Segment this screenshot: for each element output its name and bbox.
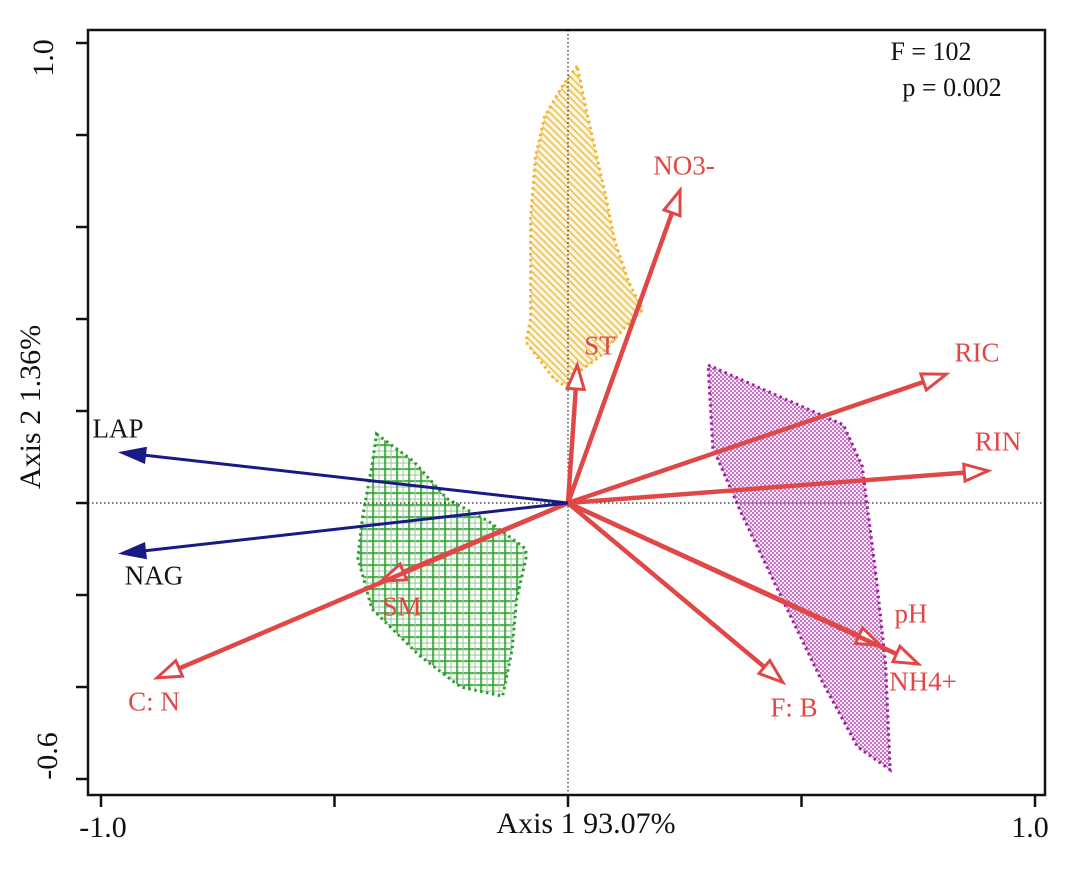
vector-label-st: ST bbox=[584, 330, 616, 361]
vector-label-nag: NAG bbox=[124, 560, 184, 591]
x-tick-label-left: -1.0 bbox=[79, 811, 127, 844]
p-value-text: p = 0.002 bbox=[902, 73, 1002, 102]
y-tick-label-top: 1.0 bbox=[27, 39, 60, 77]
vector-label-lap: LAP bbox=[92, 413, 144, 444]
arrowhead-ric bbox=[918, 372, 951, 393]
arrow-ric bbox=[567, 379, 927, 506]
hull-purple bbox=[706, 362, 892, 773]
arrowhead-st bbox=[564, 360, 587, 392]
arrow-c-n bbox=[176, 500, 569, 672]
arrow-st bbox=[565, 386, 579, 504]
arrowhead-nh4 bbox=[890, 643, 923, 666]
arrow-rin bbox=[567, 470, 967, 506]
vector-label-sm: SM bbox=[382, 591, 422, 622]
arrowhead-no3 bbox=[661, 185, 682, 218]
vector-label-nh4: NH4+ bbox=[889, 666, 957, 697]
arrow-nh4 bbox=[567, 500, 900, 657]
arrow-lap bbox=[129, 452, 569, 505]
vector-label-rin: RIN bbox=[974, 426, 1022, 457]
vector-label-c-n: C: N bbox=[128, 686, 180, 717]
f-statistic-text: F = 102 bbox=[890, 37, 972, 66]
vector-label-ric: RIC bbox=[954, 337, 1000, 368]
x-tick-label-right: 1.0 bbox=[1011, 811, 1049, 844]
plot-border bbox=[86, 28, 1047, 797]
y-axis-title: Axis 2 1.36% bbox=[14, 324, 47, 490]
arrowhead-nag bbox=[118, 541, 147, 560]
arrow-nag bbox=[129, 501, 569, 554]
arrowhead-lap bbox=[118, 446, 147, 465]
y-tick-label-bottom: -0.6 bbox=[31, 732, 64, 780]
arrowhead-rin bbox=[962, 462, 993, 484]
arrow-f-b bbox=[566, 501, 768, 671]
vector-label-ph: pH bbox=[894, 598, 928, 629]
vector-label-f-b: F: B bbox=[770, 692, 818, 723]
arrowhead-c-n bbox=[152, 658, 185, 680]
arrow-no3 bbox=[565, 210, 675, 504]
hull-green bbox=[356, 431, 528, 698]
vector-label-no3: NO3- bbox=[653, 150, 715, 181]
x-axis-title: Axis 1 93.07% bbox=[496, 807, 676, 840]
arrowhead-f-b bbox=[756, 657, 787, 686]
